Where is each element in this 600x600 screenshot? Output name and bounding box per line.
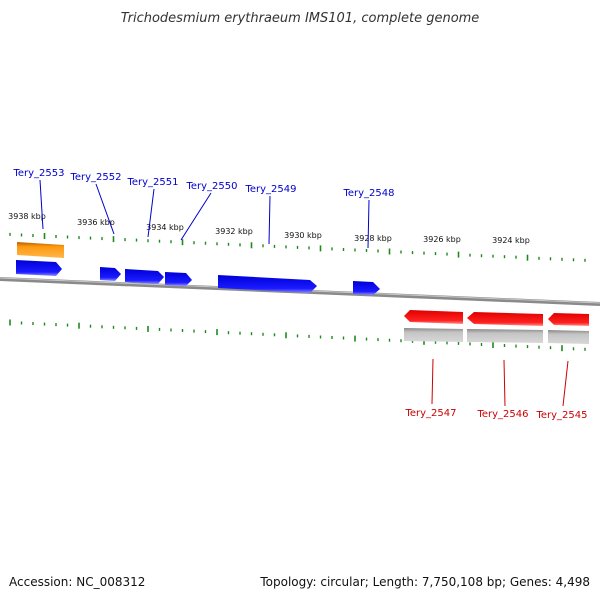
callout-line-tery-2550 [180, 192, 212, 241]
callout-line-tery-2547 [431, 358, 434, 405]
gene-label-tery-2553[interactable]: Tery_2553 [12, 168, 64, 179]
scale-labels: 3938 kbp 3936 kbp 3934 kbp 3932 kbp 3930… [8, 212, 530, 245]
gene-arrow-tery-2553[interactable] [16, 260, 62, 276]
feature-block-highlight[interactable] [17, 242, 64, 258]
gene-label-tery-2549[interactable]: Tery_2549 [244, 184, 296, 195]
gene-arrow-tery-2549[interactable] [218, 275, 317, 293]
gene-label-tery-2550[interactable]: Tery_2550 [185, 181, 237, 192]
scale-label: 3930 kbp [284, 231, 322, 240]
gene-arrow-tery-2546[interactable] [467, 312, 543, 326]
callout-line-tery-2551 [147, 188, 155, 238]
gene-labels: Tery_2553 Tery_2552 Tery_2551 Tery_2550 … [12, 168, 587, 421]
scale-label: 3936 kbp [77, 218, 115, 227]
feature-block-tery-2545[interactable] [548, 330, 589, 344]
callout-line-tery-2545 [562, 360, 569, 407]
scale-label: 3932 kbp [215, 227, 253, 236]
gene-label-tery-2547[interactable]: Tery_2547 [404, 408, 456, 419]
gene-label-tery-2548[interactable]: Tery_2548 [342, 188, 394, 199]
gene-label-tery-2545[interactable]: Tery_2545 [535, 410, 587, 421]
feature-block-tery-2546[interactable] [467, 329, 543, 343]
scale-label: 3934 kbp [146, 223, 184, 232]
accession-text: Accession: NC_008312 [9, 575, 145, 589]
scale-ticks-lower [9, 319, 586, 352]
scale-label: 3928 kbp [354, 234, 392, 243]
reverse-feature-blocks [404, 328, 589, 344]
callout-line-tery-2552 [95, 183, 115, 235]
feature-block-tery-2547[interactable] [404, 328, 463, 342]
gene-arrow-tery-2547[interactable] [404, 310, 463, 324]
callout-line-tery-2553 [39, 179, 44, 230]
gene-arrow-tery-2551[interactable] [125, 269, 164, 284]
gene-arrow-tery-2548[interactable] [353, 281, 380, 295]
scale-label: 3924 kbp [492, 236, 530, 245]
callout-line-tery-2548 [367, 199, 370, 249]
scale-label: 3938 kbp [8, 212, 46, 221]
genome-summary-text: Topology: circular; Length: 7,750,108 bp… [259, 575, 590, 589]
gene-label-tery-2552[interactable]: Tery_2552 [69, 172, 121, 183]
gene-callouts [39, 179, 569, 407]
gene-arrow-tery-2552[interactable] [100, 267, 121, 281]
gene-label-tery-2551[interactable]: Tery_2551 [126, 177, 178, 188]
forward-strand-genes [16, 260, 380, 295]
gene-label-tery-2546[interactable]: Tery_2546 [476, 409, 528, 420]
map-title: Trichodesmium erythraeum IMS101, complet… [121, 11, 480, 26]
gene-arrow-tery-2545[interactable] [548, 313, 589, 326]
callout-line-tery-2546 [503, 359, 506, 407]
gene-arrow-tery-2550[interactable] [165, 272, 192, 286]
scale-ticks-upper [9, 232, 586, 262]
scale-label: 3926 kbp [423, 235, 461, 244]
callout-line-tery-2549 [268, 195, 271, 245]
reverse-strand-genes [404, 310, 589, 326]
